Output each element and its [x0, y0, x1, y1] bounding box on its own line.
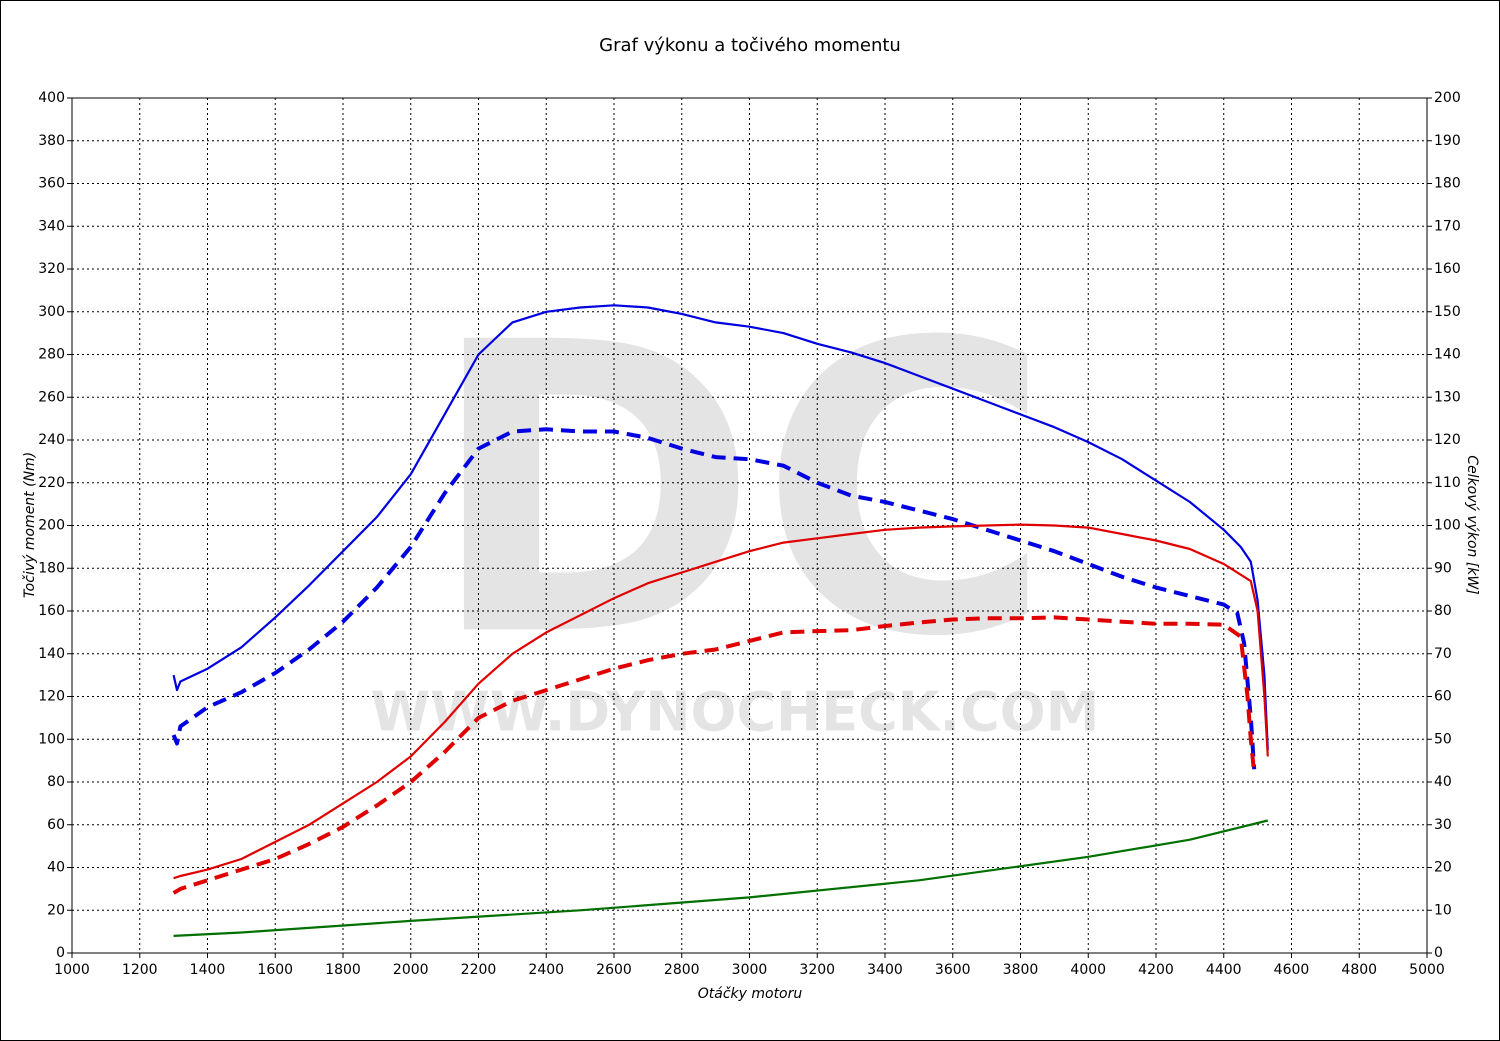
y2-tick-label: 100 — [1434, 518, 1461, 534]
x-tick-label: 2600 — [596, 962, 632, 978]
y2-tick-label: 0 — [1434, 945, 1443, 961]
y-tick-label: 240 — [38, 432, 65, 448]
y-tick-label: 200 — [38, 518, 65, 534]
y-tick-label: 80 — [47, 774, 65, 790]
y2-tick-label: 70 — [1434, 646, 1452, 662]
y-tick-label: 260 — [38, 389, 65, 405]
y-tick-label: 340 — [38, 218, 65, 234]
watermark-url: WWW.DYNOCHECK.COM — [371, 681, 1100, 744]
x-tick-label: 1600 — [257, 962, 293, 978]
plot-border — [71, 97, 1428, 954]
x-tick-label: 3800 — [1003, 962, 1039, 978]
y2-tick-label: 140 — [1434, 347, 1461, 363]
y-tick-label: 20 — [47, 902, 65, 918]
y2-tick-label: 30 — [1434, 817, 1452, 833]
y2-tick-label: 130 — [1434, 389, 1461, 405]
y-tick-label: 280 — [38, 347, 65, 363]
series-line — [173, 819, 1269, 937]
y-tick-label: 160 — [38, 603, 65, 619]
x-tick-label: 3600 — [935, 962, 971, 978]
y2-tick-label: 60 — [1434, 689, 1452, 705]
x-tick-label: 1000 — [54, 962, 90, 978]
series-line — [172, 615, 1257, 895]
series-line — [173, 523, 1269, 880]
y2-tick-label: 80 — [1434, 603, 1452, 619]
y-tick-label: 140 — [38, 646, 65, 662]
y2-tick-label: 200 — [1434, 90, 1461, 106]
y2-tick-label: 10 — [1434, 902, 1452, 918]
y2-tick-label: 180 — [1434, 176, 1461, 192]
y2-tick-label: 110 — [1434, 475, 1461, 491]
x-tick-label: 4000 — [1070, 962, 1106, 978]
y-tick-label: 40 — [47, 860, 65, 876]
y-tick-label: 220 — [38, 475, 65, 491]
y-tick-label: 0 — [56, 945, 65, 961]
x-tick-label: 4600 — [1274, 962, 1310, 978]
y-tick-label: 400 — [38, 90, 65, 106]
x-tick-label: 4200 — [1138, 962, 1174, 978]
y-tick-label: 300 — [38, 304, 65, 320]
y2-tick-label: 90 — [1434, 560, 1452, 576]
y-axis-label: Točivý moment (Nm) — [22, 452, 38, 598]
y2-tick-label: 20 — [1434, 860, 1452, 876]
y-tick-label: 120 — [38, 689, 65, 705]
y2-tick-label: 50 — [1434, 731, 1452, 747]
x-tick-label: 1800 — [325, 962, 361, 978]
y-tick-label: 320 — [38, 261, 65, 277]
y2-axis-label: Celkový výkon [kW] — [1464, 455, 1480, 594]
watermark-logo: DC — [427, 259, 1053, 724]
x-tick-label: 2800 — [664, 962, 700, 978]
x-tick-label: 4400 — [1206, 962, 1242, 978]
x-tick-label: 1200 — [122, 962, 158, 978]
y2-tick-label: 160 — [1434, 261, 1461, 277]
x-tick-label: 2400 — [528, 962, 564, 978]
y-tick-label: 100 — [38, 731, 65, 747]
y2-tick-label: 150 — [1434, 304, 1461, 320]
series-line — [172, 304, 1269, 750]
x-tick-label: 1400 — [190, 962, 226, 978]
y-tick-label: 60 — [47, 817, 65, 833]
series-line — [171, 427, 1257, 770]
x-axis-label: Otáčky motoru — [698, 986, 803, 1002]
y-tick-label: 360 — [38, 176, 65, 192]
y2-tick-label: 190 — [1434, 133, 1461, 149]
y2-tick-label: 40 — [1434, 774, 1452, 790]
x-tick-label: 3200 — [799, 962, 835, 978]
x-tick-label: 5000 — [1409, 962, 1445, 978]
chart-title: Graf výkonu a točivého momentu — [599, 35, 901, 56]
y2-tick-label: 170 — [1434, 218, 1461, 234]
x-tick-label: 2200 — [461, 962, 497, 978]
y-tick-label: 180 — [38, 560, 65, 576]
y-tick-label: 380 — [38, 133, 65, 149]
x-tick-label: 3400 — [867, 962, 903, 978]
y2-tick-label: 120 — [1434, 432, 1461, 448]
x-tick-label: 3000 — [732, 962, 768, 978]
x-tick-label: 4800 — [1341, 962, 1377, 978]
x-tick-label: 2000 — [393, 962, 429, 978]
